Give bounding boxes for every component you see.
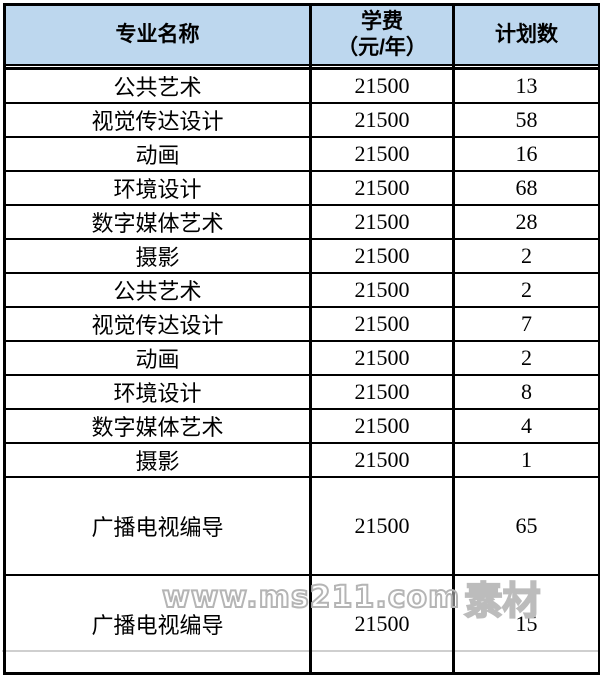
major-cell: 公共艺术 [3,272,312,308]
tuition-cell: 21500 [309,306,455,342]
plan-cell: 13 [452,67,600,104]
plan-cell: 2 [452,238,600,274]
header-tuition-line1: 学费 [361,9,403,33]
table-row: 广播电视编导 21500 65 [3,476,600,576]
header-body-gap-row [3,64,600,70]
table-row: 公共艺术 21500 2 [3,272,600,308]
table-row: 动画 21500 16 [3,136,600,172]
table-row: 环境设计 21500 68 [3,170,600,206]
tuition-cell: 21500 [309,476,455,576]
plan-cell: 58 [452,102,600,138]
major-cell: 视觉传达设计 [3,306,312,342]
plan-cell: 65 [452,476,600,576]
major-cell: 摄影 [3,238,312,274]
table-row: 数字媒体艺术 21500 4 [3,408,600,444]
tuition-cell: 21500 [309,67,455,104]
major-cell: 广播电视编导 [3,574,312,674]
plan-cell: 16 [452,136,600,172]
major-cell: 摄影 [3,442,312,478]
tuition-cell: 21500 [309,204,455,240]
header-major-label: 专业名称 [115,22,200,46]
plan-cell: 15 [452,574,600,674]
tuition-cell: 21500 [309,238,455,274]
major-cell: 动画 [3,340,312,376]
table-row: 环境设计 21500 8 [3,374,600,410]
plan-cell: 2 [452,272,600,308]
tuition-cell: 21500 [309,374,455,410]
page-background: 专业名称 学费 （元/年） 计划数 公共艺术 21500 13 视觉传达设计 2… [2,3,600,675]
plan-cell: 8 [452,374,600,410]
plan-cell: 1 [452,442,600,478]
tuition-cell: 21500 [309,272,455,308]
table-row: 视觉传达设计 21500 7 [3,306,600,342]
tuition-cell: 21500 [309,102,455,138]
tuition-cell: 21500 [309,340,455,376]
plan-cell: 2 [452,340,600,376]
major-cell: 广播电视编导 [3,476,312,576]
major-cell: 数字媒体艺术 [3,408,312,444]
plan-cell: 4 [452,408,600,444]
tuition-cell: 21500 [309,170,455,206]
major-cell: 动画 [3,136,312,172]
tuition-cell: 21500 [309,574,455,674]
table-row: 公共艺术 21500 13 [3,67,600,104]
gap-cell [3,64,312,70]
table-row: 动画 21500 2 [3,340,600,376]
tuition-cell: 21500 [309,136,455,172]
table-row: 数字媒体艺术 21500 28 [3,204,600,240]
table-row: 广播电视编导 21500 15 [3,574,600,674]
table-header-row: 专业名称 学费 （元/年） 计划数 [3,3,600,66]
major-cell: 视觉传达设计 [3,102,312,138]
gap-cell [452,64,600,70]
table-row: 摄影 21500 1 [3,442,600,478]
major-cell: 数字媒体艺术 [3,204,312,240]
plan-cell: 68 [452,170,600,206]
major-cell: 公共艺术 [3,67,312,104]
tuition-plan-table: 专业名称 学费 （元/年） 计划数 公共艺术 21500 13 视觉传达设计 2… [3,3,600,675]
tuition-cell: 21500 [309,408,455,444]
tuition-cell: 21500 [309,442,455,478]
plan-cell: 28 [452,204,600,240]
table-row: 摄影 21500 2 [3,238,600,274]
major-cell: 环境设计 [3,170,312,206]
table-row: 视觉传达设计 21500 58 [3,102,600,138]
major-cell: 环境设计 [3,374,312,410]
gap-cell [309,64,455,70]
header-major: 专业名称 [3,3,312,66]
header-plan-label: 计划数 [495,22,558,46]
header-tuition: 学费 （元/年） [309,3,455,66]
plan-cell: 7 [452,306,600,342]
header-tuition-line2: （元/年） [337,35,427,59]
header-plan: 计划数 [452,3,600,66]
